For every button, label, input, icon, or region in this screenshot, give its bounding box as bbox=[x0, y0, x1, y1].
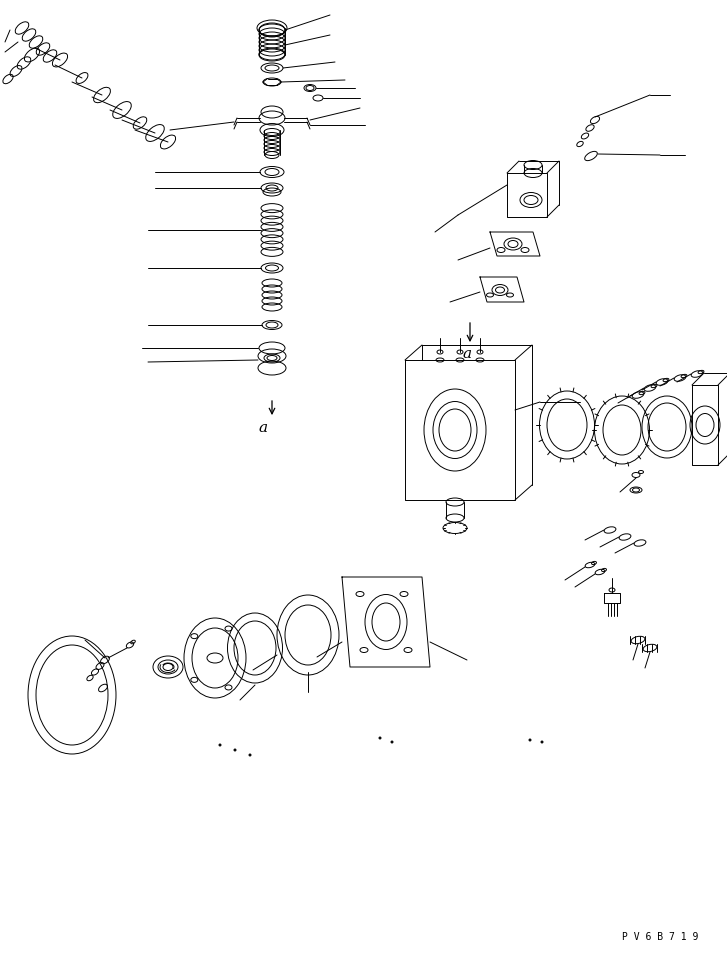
Ellipse shape bbox=[391, 741, 393, 743]
Text: P V 6 B 7 1 9: P V 6 B 7 1 9 bbox=[622, 932, 698, 942]
Ellipse shape bbox=[219, 744, 221, 746]
Ellipse shape bbox=[541, 741, 543, 743]
Ellipse shape bbox=[249, 754, 251, 756]
Ellipse shape bbox=[529, 739, 531, 741]
Ellipse shape bbox=[234, 749, 236, 751]
Text: a: a bbox=[258, 421, 267, 435]
Text: a: a bbox=[462, 347, 471, 361]
Ellipse shape bbox=[379, 737, 381, 739]
